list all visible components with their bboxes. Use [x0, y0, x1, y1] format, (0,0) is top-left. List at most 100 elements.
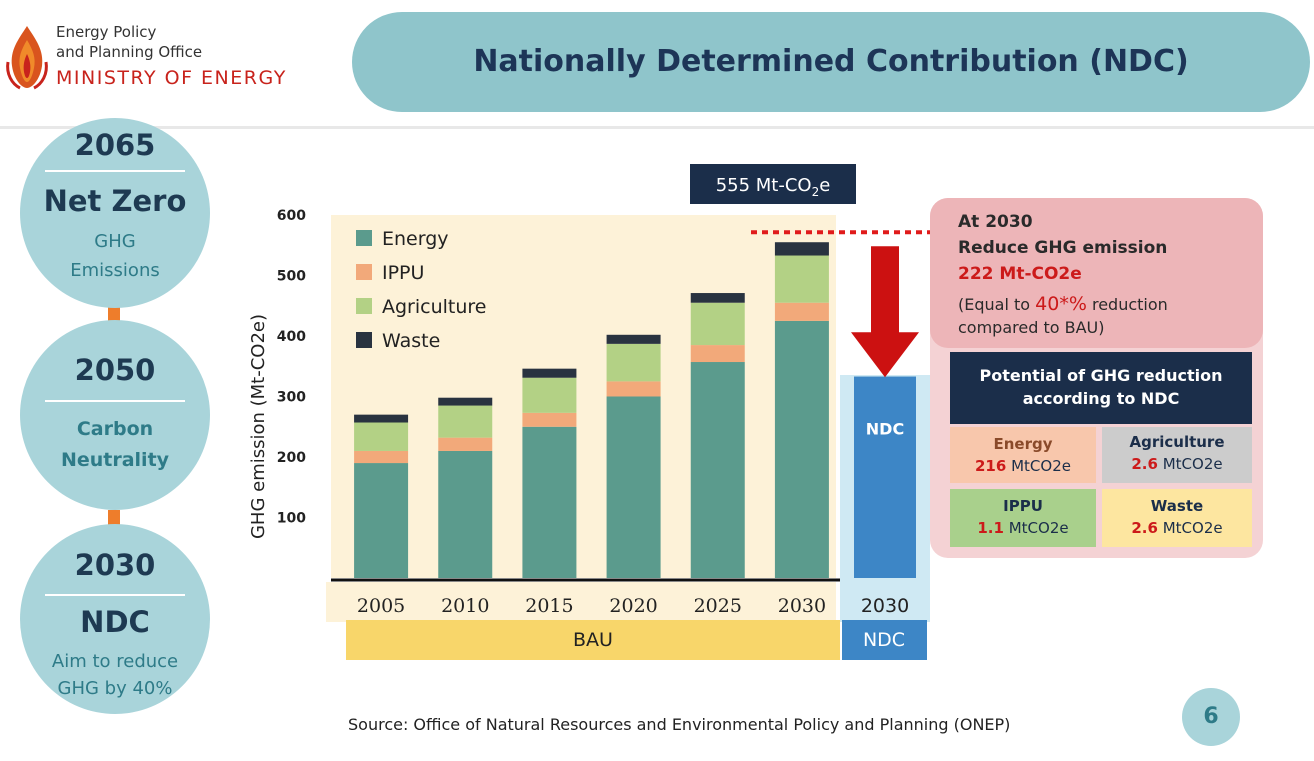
emission-chart: 100 200 300 400 500 600 GHG emission (Mt-CO2e)…: [248, 164, 936, 660]
bar-agriculture-2010: [438, 405, 493, 438]
x-tick-label: 2010: [441, 595, 489, 617]
potential-cell-value: 2.6: [1131, 519, 1158, 537]
milestone-subtext: GHG by 40%: [57, 678, 173, 699]
potential-cell-ippu: IPPU 1.1 MtCO2e: [950, 489, 1096, 547]
y-tick-label: 500: [277, 269, 306, 285]
callout-note-percent: 40*%: [1035, 293, 1087, 315]
milestone-divider: [45, 400, 185, 402]
bar-ippu-2015: [522, 412, 577, 427]
milestone-subtext: Emissions: [70, 260, 160, 281]
top-total-box: [690, 164, 856, 204]
legend-label-agriculture: Agriculture: [382, 296, 487, 318]
bar-waste-2015: [522, 368, 577, 378]
reduction-callout: [930, 198, 1263, 348]
x-tick-label: 2025: [694, 595, 742, 617]
bar-waste-2020: [606, 334, 661, 344]
legend-swatch-agriculture: [356, 298, 372, 314]
potential-heading-box: Potential of GHG reduction according to …: [950, 352, 1252, 424]
source-note: Source: Office of Natural Resources and …: [348, 715, 1011, 734]
y-axis-label: GHG emission (Mt-CO2e): [248, 314, 269, 539]
milestone-2065-circle: [20, 118, 210, 308]
bar-waste-2030: [774, 242, 829, 256]
x-tick-label: 2015: [525, 595, 573, 617]
bar-energy-2020: [606, 396, 661, 578]
potential-cell-name: IPPU: [1003, 497, 1043, 515]
bar-ippu-2025: [690, 345, 745, 363]
x-tick-label: 2005: [357, 595, 405, 617]
bar-waste-2010: [438, 397, 493, 406]
legend-swatch-energy: [356, 230, 372, 246]
potential-cell-name: Waste: [1150, 497, 1204, 515]
page-number: 6: [1203, 704, 1219, 729]
callout-note-suffix: reduction: [1086, 295, 1168, 314]
y-tick-label: 100: [277, 511, 306, 527]
header-divider: [0, 126, 1314, 129]
legend-label-energy: Energy: [382, 228, 449, 250]
y-tick-label: 300: [277, 390, 306, 406]
bar-ippu-2010: [438, 437, 493, 451]
plot-background: [331, 215, 836, 578]
bar-ndc-2030: [854, 376, 916, 578]
potential-cell-waste: Waste 2.6 MtCO2e: [1102, 489, 1252, 547]
bar-energy-2015: [522, 426, 577, 578]
milestone-subtext: Aim to reduce: [51, 651, 179, 672]
potential-cell-agriculture: Agriculture 2.6 MtCO2e: [1102, 427, 1252, 483]
ministry-name: MINISTRY OF ENERGY: [56, 67, 287, 89]
milestone-2030-circle: [20, 524, 210, 714]
ndc-bar-label: NDC: [866, 420, 904, 439]
y-tick-label: 400: [277, 329, 306, 345]
x-tick-label: 2030: [861, 595, 909, 617]
page-number-badge: [1182, 688, 1240, 746]
milestone-2050-circle: [20, 320, 210, 510]
bar-ippu-2030: [774, 302, 829, 321]
callout-amount: 222 Mt-CO2e: [958, 264, 1082, 284]
bar-ippu-2005: [354, 450, 409, 464]
y-tick-label: 600: [277, 208, 306, 224]
potential-cell-name: Energy: [993, 435, 1053, 453]
milestone-subtext: GHG: [94, 231, 136, 252]
bar-agriculture-2020: [606, 343, 661, 382]
bar-agriculture-2025: [690, 302, 745, 346]
potential-cell-value-row: 2.6 MtCO2e: [1102, 519, 1252, 537]
bar-agriculture-2030: [774, 255, 829, 303]
potential-cell-name: Agriculture: [1129, 433, 1225, 451]
legend-swatch-waste: [356, 332, 372, 348]
bar-energy-2025: [690, 362, 745, 578]
bau-band: [346, 620, 840, 660]
potential-cell-unit: MtCO2e: [1008, 519, 1069, 537]
potential-cell-unit: MtCO2e: [1011, 457, 1071, 475]
callout-year: At 2030: [958, 212, 1033, 232]
reduction-arrow-icon: [851, 246, 919, 378]
potential-cell-value-row: 2.6 MtCO2e: [1102, 455, 1252, 473]
potential-cell-unit: MtCO2e: [1162, 455, 1223, 473]
org-name-line2: and Planning Office: [56, 43, 203, 61]
flame-logo-icon: [6, 26, 48, 90]
bau-label: BAU: [573, 629, 613, 651]
callout-heading: Reduce GHG emission: [958, 238, 1168, 258]
milestone-headline: Net Zero: [43, 184, 187, 218]
potential-cell-value: 1.1: [977, 519, 1004, 537]
potential-heading-line2: according to NDC: [1022, 389, 1180, 408]
ndc-group-label: NDC: [863, 629, 905, 651]
org-name-line1: Energy Policy: [56, 23, 157, 41]
bar-energy-2010: [438, 450, 493, 578]
milestone-subtext: Carbon: [76, 418, 154, 440]
potential-cell-value-row: 1.1 MtCO2e: [950, 519, 1096, 537]
milestone-subtext: Neutrality: [60, 449, 170, 471]
legend-label-waste: Waste: [382, 330, 440, 352]
ndc-band: [842, 620, 927, 660]
top-total-label: 555 Mt-CO2e: [716, 175, 831, 199]
potential-heading-line1: Potential of GHG reduction: [979, 366, 1223, 385]
milestone-headline: NDC: [80, 605, 150, 639]
milestone-year: 2030: [74, 548, 156, 582]
potential-cell-unit: MtCO2e: [1162, 519, 1223, 537]
callout-note: (Equal to 40*% reduction: [958, 293, 1168, 315]
bar-waste-2025: [690, 293, 745, 303]
y-tick-label: 200: [277, 450, 306, 466]
callout-note-line2: compared to BAU): [958, 318, 1105, 337]
x-tick-label: 2030: [778, 595, 826, 617]
potential-cell-value: 216: [975, 457, 1007, 475]
milestone-divider: [45, 594, 185, 596]
bar-energy-2030: [774, 320, 829, 578]
potential-cell-energy: Energy 216 MtCO2e: [950, 427, 1096, 483]
